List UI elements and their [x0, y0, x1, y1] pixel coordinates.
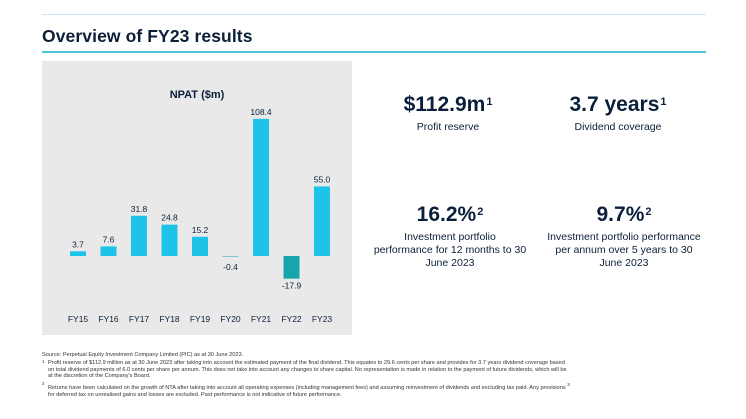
data-label-fy22: -17.9	[282, 281, 302, 291]
npat-bar-chart: NPAT ($m) 3.7 FY15 7.6 FY16 31.8 FY17 24.8 FY18 1…	[68, 89, 333, 324]
stat-label: Dividend coverage	[574, 121, 662, 133]
footnote-ref: 1	[486, 96, 493, 108]
stat-label: Investment portfolio performance for 12 …	[373, 231, 527, 269]
footnotes: Source: Perpetual Equity Investment Comp…	[42, 352, 712, 399]
top-divider	[42, 14, 706, 15]
tick-label-fy22: FY22	[281, 314, 302, 324]
data-label-fy20: -0.4	[223, 262, 238, 272]
stat-label: Profit reserve	[416, 121, 480, 133]
stat-value: 9.7%2	[596, 203, 652, 226]
bar-fy21	[253, 118, 269, 257]
footnote-ref: 1	[660, 96, 667, 108]
stat-portfolio-12m: 16.2%2 Investment portfolio performance …	[362, 203, 538, 270]
bar-fy19	[192, 236, 208, 256]
stat-portfolio-5y: 9.7%2 Investment portfolio performance p…	[534, 203, 714, 270]
footnote-marker: 1	[42, 358, 45, 364]
bar-fy15	[70, 251, 86, 256]
stat-value: 3.7 years1	[569, 93, 667, 116]
chart-title: NPAT ($m)	[170, 89, 225, 101]
title-underline	[42, 51, 706, 53]
data-label-fy18: 24.8	[161, 213, 178, 223]
tick-label-fy21: FY21	[251, 314, 272, 324]
data-label-fy23: 55.0	[314, 174, 331, 184]
data-label-fy17: 31.8	[131, 204, 148, 214]
footnote-2: 2 Returns have been calculated on the gr…	[42, 381, 570, 398]
data-label-fy19: 15.2	[192, 225, 209, 235]
data-label-fy16: 7.6	[103, 234, 115, 244]
bar-fy22	[283, 256, 300, 279]
bar-fy17	[131, 215, 147, 256]
npat-chart-panel: NPAT ($m) 3.7 FY15 7.6 FY16 31.8 FY17 24.8 FY18 1…	[42, 61, 352, 335]
tick-label-fy19: FY19	[190, 314, 211, 324]
stat-value: 16.2%2	[416, 203, 484, 226]
bar-fy16	[100, 246, 117, 256]
stat-profit-reserve: $112.9m1 Profit reserve	[388, 93, 508, 134]
bar-fy20	[222, 256, 239, 257]
stat-dividend-coverage: 3.7 years1 Dividend coverage	[548, 93, 688, 134]
page-title: Overview of FY23 results	[42, 26, 253, 46]
source-note: Source: Perpetual Equity Investment Comp…	[42, 352, 244, 358]
page-number: 3	[567, 382, 570, 388]
tick-label-fy23: FY23	[312, 314, 333, 324]
footnote-ref: 2	[477, 206, 484, 218]
tick-label-fy17: FY17	[129, 314, 150, 324]
stat-label: Investment portfolio performance per ann…	[547, 231, 701, 269]
bar-fy18	[161, 224, 178, 256]
bar-fy23	[314, 186, 330, 256]
stat-value: $112.9m1	[403, 93, 493, 116]
footnote-ref: 2	[645, 206, 652, 218]
tick-label-fy20: FY20	[220, 314, 241, 324]
footnote-marker: 2	[42, 381, 45, 387]
data-label-fy21: 108.4	[250, 107, 272, 117]
footnote-1: 1 Profit reserve of $112.9 million as at…	[42, 358, 567, 380]
data-label-fy15: 3.7	[72, 239, 84, 249]
tick-label-fy18: FY18	[159, 314, 180, 324]
tick-label-fy15: FY15	[68, 314, 89, 324]
tick-label-fy16: FY16	[98, 314, 119, 324]
